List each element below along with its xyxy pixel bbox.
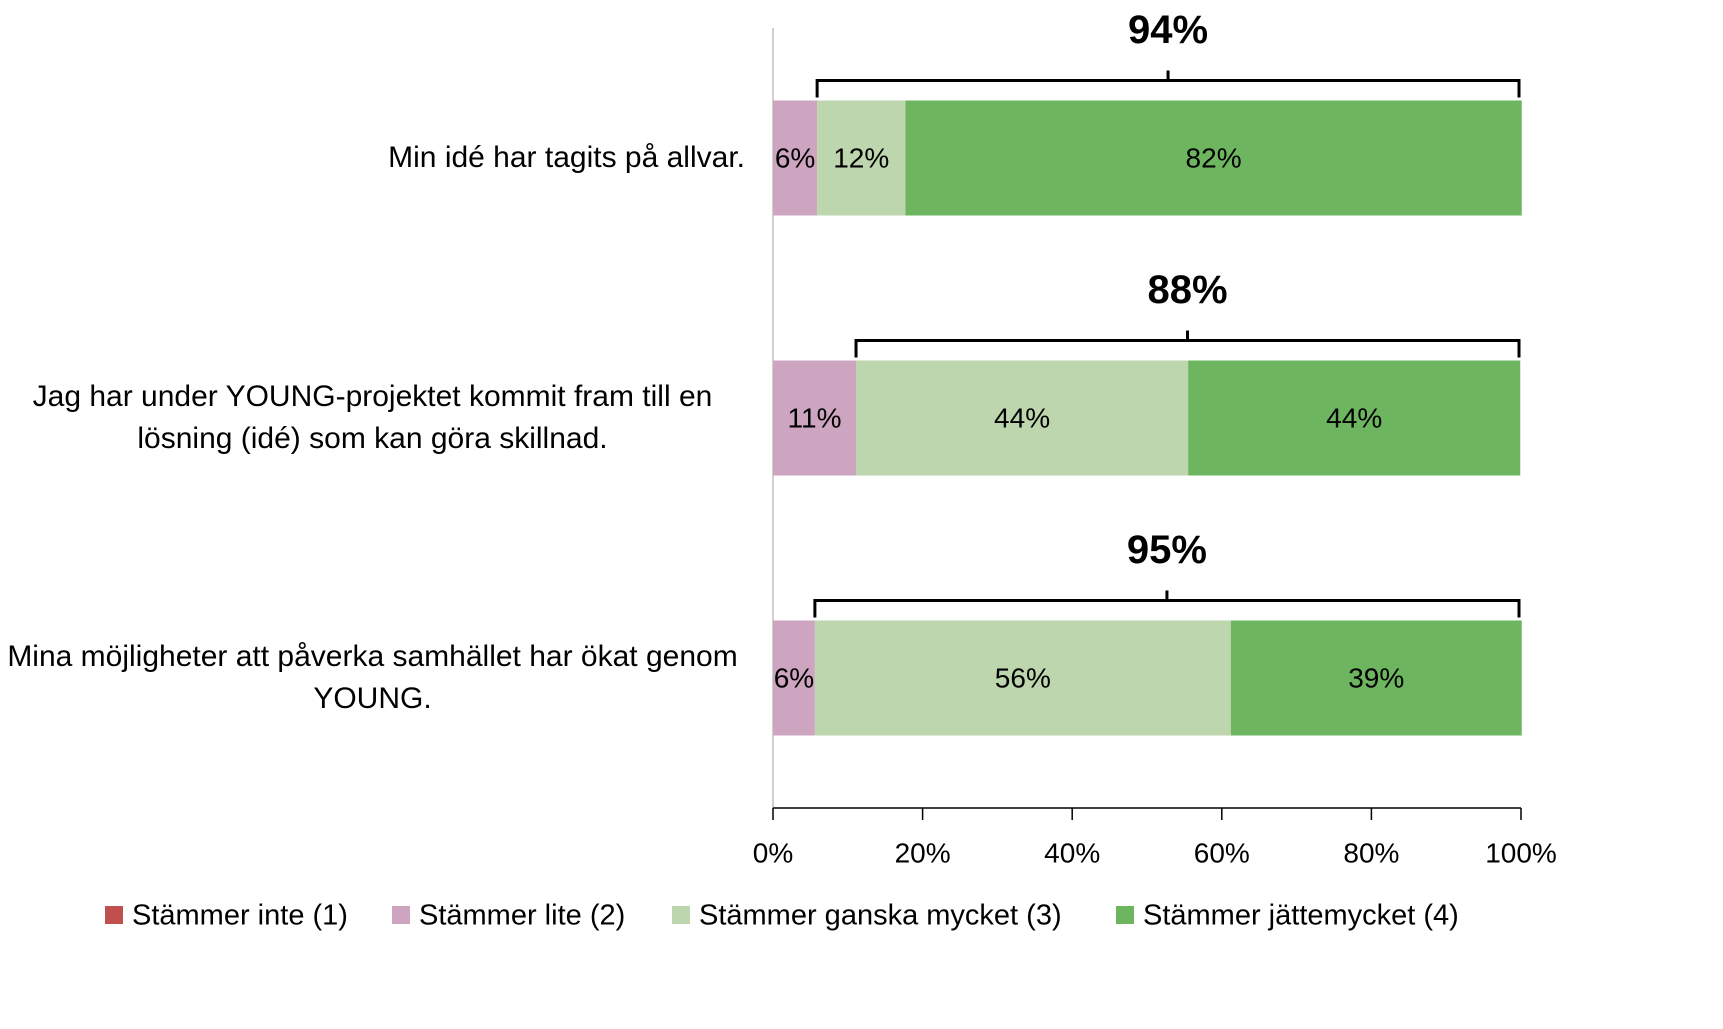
- bar-segment: [773, 360, 857, 476]
- annotation: 88%: [1147, 268, 1227, 312]
- bar-segment: [856, 360, 1189, 476]
- value-label: 44%: [994, 402, 1050, 433]
- category-label: Min idé har tagits på allvar.: [0, 137, 745, 179]
- bar-segment: [773, 100, 818, 216]
- annotation: 95%: [1127, 528, 1207, 572]
- x-tick-label: 0%: [753, 837, 793, 868]
- legend-label: Stämmer inte (1): [132, 900, 348, 932]
- value-label: 39%: [1348, 662, 1404, 693]
- x-tick-label: 20%: [895, 837, 951, 868]
- bar-segment: [817, 100, 906, 216]
- value-label: 6%: [774, 662, 814, 693]
- legend-label: Stämmer ganska mycket (3): [699, 900, 1062, 932]
- value-label: 82%: [1186, 142, 1242, 173]
- x-tick-label: 40%: [1044, 837, 1100, 868]
- value-label: 44%: [1326, 402, 1382, 433]
- value-label: 6%: [775, 142, 815, 173]
- x-tick-label: 60%: [1194, 837, 1250, 868]
- bar-segment: [905, 100, 1522, 216]
- category-text: Min idé har tagits på allvar.: [388, 141, 745, 174]
- bracket: [815, 70, 1521, 98]
- category-text: Jag har under YOUNG-projektet kommit fra…: [32, 380, 713, 455]
- legend-label: Stämmer jättemycket (4): [1143, 900, 1459, 932]
- annotation: 94%: [1128, 8, 1208, 52]
- x-tick-label: 100%: [1485, 837, 1557, 868]
- legend-swatch: [105, 906, 123, 924]
- bracket: [813, 590, 1521, 618]
- value-label: 11%: [788, 402, 842, 433]
- bar-segment: [814, 620, 1231, 736]
- legend-label: Stämmer lite (2): [419, 900, 625, 932]
- value-label: 56%: [995, 662, 1051, 693]
- value-label: 12%: [833, 142, 889, 173]
- bracket: [854, 330, 1521, 358]
- x-tick-label: 80%: [1343, 837, 1399, 868]
- bar-segment: [1188, 360, 1521, 476]
- legend-swatch: [1116, 906, 1134, 924]
- category-label: Mina möjligheter att påverka samhället h…: [0, 636, 745, 720]
- bar-segment: [773, 620, 815, 736]
- category-text: Mina möjligheter att påverka samhället h…: [7, 640, 738, 715]
- category-label: Jag har under YOUNG-projektet kommit fra…: [0, 376, 745, 460]
- bar-segment: [1230, 620, 1522, 736]
- legend-swatch: [392, 906, 410, 924]
- legend-swatch: [672, 906, 690, 924]
